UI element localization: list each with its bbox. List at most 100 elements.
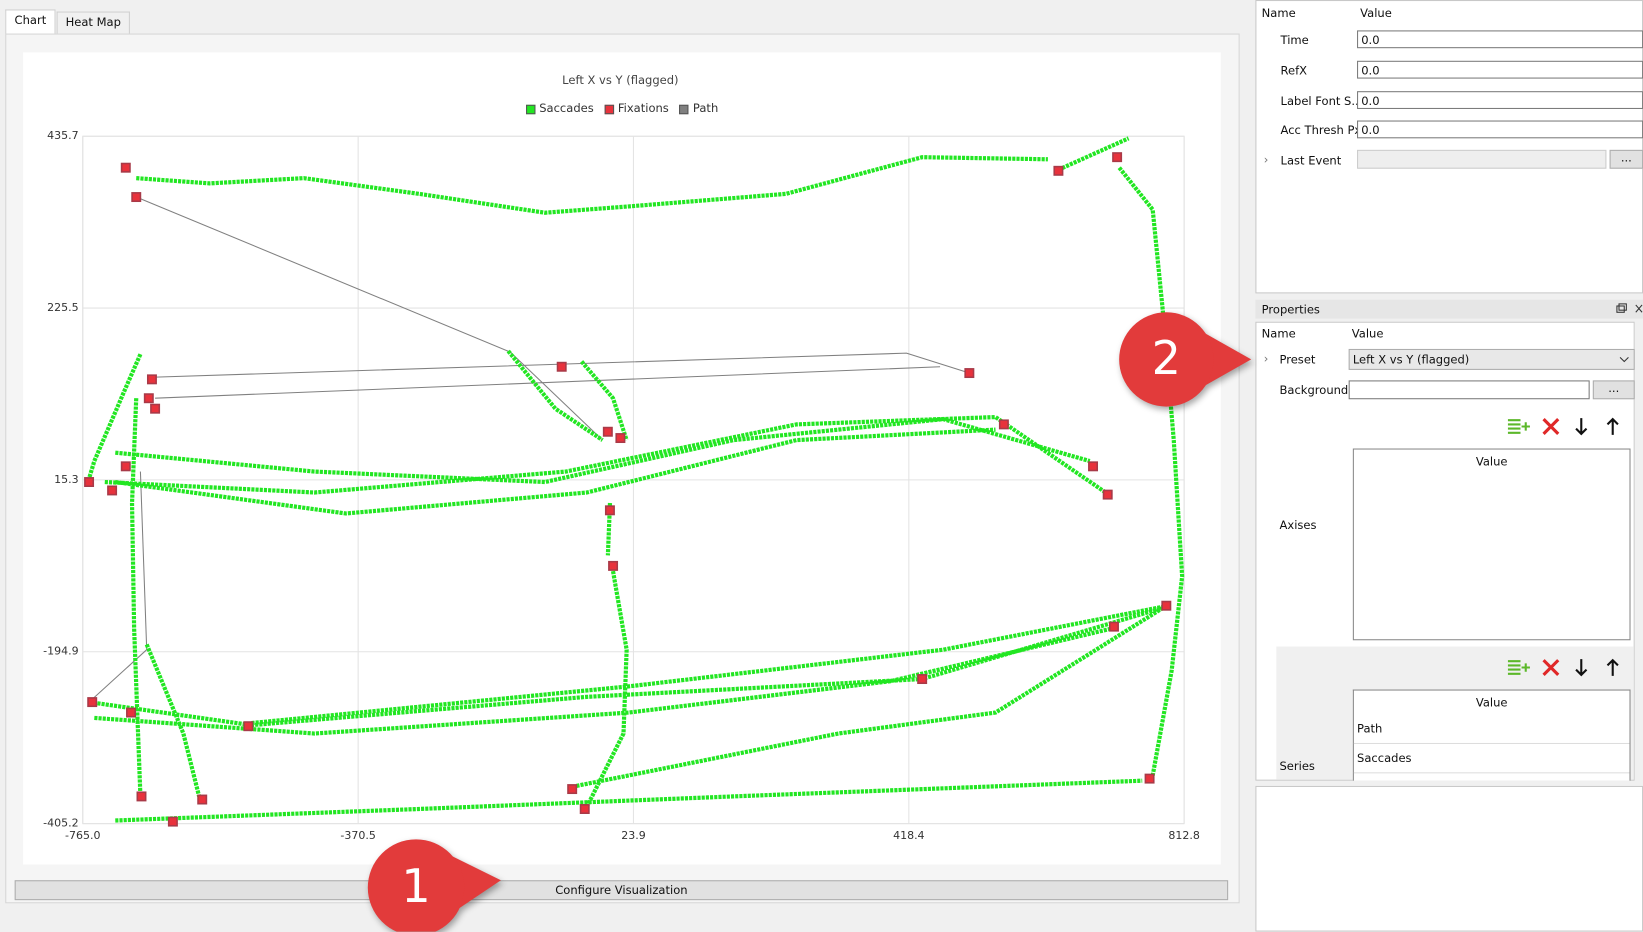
fixation-marker — [964, 368, 975, 379]
row-name: Last Event — [1280, 154, 1342, 168]
y-tick-label: 15.3 — [54, 473, 79, 486]
value-input[interactable] — [1348, 380, 1590, 400]
chart: Left X vs Y (flagged) 435.7 225.5 15.3 -194… — [43, 73, 1200, 842]
row-name: Preset — [1279, 353, 1316, 367]
fixation-marker — [143, 393, 154, 404]
row-name: RefX — [1280, 63, 1308, 78]
fixation-marker — [1144, 773, 1155, 784]
separator — [1353, 742, 1630, 745]
row-name: Acc Thresh Px — [1280, 123, 1362, 138]
fixation-marker — [107, 485, 118, 496]
tab[interactable]: Heat Map — [56, 11, 130, 34]
fixation-marker — [120, 162, 131, 173]
fixation-marker — [917, 674, 928, 685]
fixation-marker — [1053, 165, 1064, 176]
legend-label: Fixations — [617, 101, 669, 116]
preset-dropdown[interactable] — [1348, 348, 1635, 370]
value-input[interactable]: 0.0 — [1357, 120, 1643, 139]
fixation-marker — [131, 192, 142, 203]
legend-item[interactable]: Fixations — [604, 101, 669, 116]
scrollbar[interactable] — [1634, 321, 1643, 781]
series-line — [86, 136, 1185, 823]
value-input[interactable]: 0.0 — [1357, 60, 1643, 79]
fixation-marker — [136, 791, 147, 802]
fixation-marker — [243, 721, 254, 732]
legend-label: Saccades — [539, 101, 594, 116]
legend-swatch — [604, 104, 614, 114]
value-input[interactable]: 0.0 — [1357, 30, 1643, 49]
panel-title: Properties — [1261, 302, 1320, 317]
list-item[interactable]: Saccades — [1357, 751, 1412, 765]
property-grid — [1255, 0, 1643, 294]
fixation-marker — [998, 419, 1009, 430]
dropdown-arrow — [1619, 356, 1629, 363]
x-tick-label: -370.5 — [340, 829, 375, 842]
x-tick-label: 812.8 — [1168, 829, 1200, 842]
row-name: Series — [1279, 759, 1315, 774]
y-tick-label: 225.5 — [47, 301, 79, 314]
y-tick-label: -405.2 — [43, 817, 78, 830]
fixation-marker — [1088, 461, 1099, 472]
y-tick-label: -194.9 — [43, 645, 78, 658]
fixation-marker — [604, 505, 615, 516]
series-toolbar[interactable] — [1505, 656, 1631, 679]
fixation-marker — [1161, 600, 1172, 611]
legend-item[interactable]: Saccades — [525, 101, 594, 116]
fixation-marker — [126, 707, 136, 718]
fixation-marker — [615, 433, 626, 444]
fixation-marker — [197, 794, 208, 805]
list-item[interactable]: Path — [1357, 722, 1383, 736]
column-header: Value — [1351, 326, 1384, 341]
row-name: Axises — [1279, 518, 1317, 533]
row-name: Time — [1280, 33, 1309, 48]
fixation-marker — [608, 560, 619, 571]
column-header: Value — [1475, 454, 1508, 469]
column-header: Value — [1475, 695, 1508, 710]
x-tick-label: 418.4 — [893, 829, 925, 842]
expander[interactable]: › — [1263, 352, 1269, 366]
fixation-marker — [602, 426, 613, 437]
tab[interactable]: Chart — [5, 9, 56, 35]
fixation-marker — [567, 784, 578, 795]
configure-button[interactable]: Configure Visualization — [14, 880, 1229, 901]
value-field — [1357, 149, 1607, 169]
value-input[interactable]: 0.0 — [1357, 91, 1643, 109]
fixation-marker — [1102, 489, 1113, 500]
browse-button[interactable]: ... — [1592, 380, 1635, 400]
fixation-marker — [1108, 621, 1119, 632]
chart-card: Left X vs Y (flagged) 435.7 225.5 15.3 -194… — [23, 52, 1221, 865]
fixation-marker — [556, 361, 567, 372]
row-name: Background — [1279, 383, 1349, 398]
column-header: Name — [1261, 6, 1296, 20]
legend-item[interactable]: Path — [679, 101, 719, 116]
fixation-marker — [84, 477, 95, 488]
dropdown-value: Left X vs Y (flagged) — [1352, 353, 1470, 367]
column-header: Value — [1360, 6, 1392, 20]
expander[interactable]: › — [1263, 152, 1269, 167]
fixation-marker — [87, 697, 98, 708]
row-name: Label Font S... — [1280, 94, 1363, 108]
y-tick-label: 435.7 — [47, 129, 79, 142]
legend-label: Path — [692, 101, 719, 116]
series-list[interactable] — [1352, 689, 1631, 781]
panel-header — [1255, 299, 1643, 319]
fixation-marker — [120, 461, 131, 472]
column-header: Name — [1261, 326, 1296, 341]
panel-controls[interactable] — [1614, 302, 1643, 317]
fixation-marker — [1112, 152, 1123, 163]
separator — [1353, 772, 1630, 774]
fixation-marker — [579, 804, 590, 814]
legend: Saccades Fixations Path — [23, 101, 1221, 116]
browse-button[interactable]: ... — [1609, 149, 1643, 169]
fixation-marker — [146, 374, 157, 385]
axis-toolbar[interactable] — [1505, 415, 1631, 438]
chart-title: Left X vs Y (flagged) — [562, 73, 678, 87]
fixation-marker — [167, 816, 178, 827]
fixation-marker — [150, 403, 161, 414]
axis-list[interactable] — [1352, 448, 1631, 641]
legend-swatch — [679, 104, 689, 114]
empty-panel — [1255, 785, 1643, 932]
x-tick-label: 23.9 — [621, 829, 646, 842]
